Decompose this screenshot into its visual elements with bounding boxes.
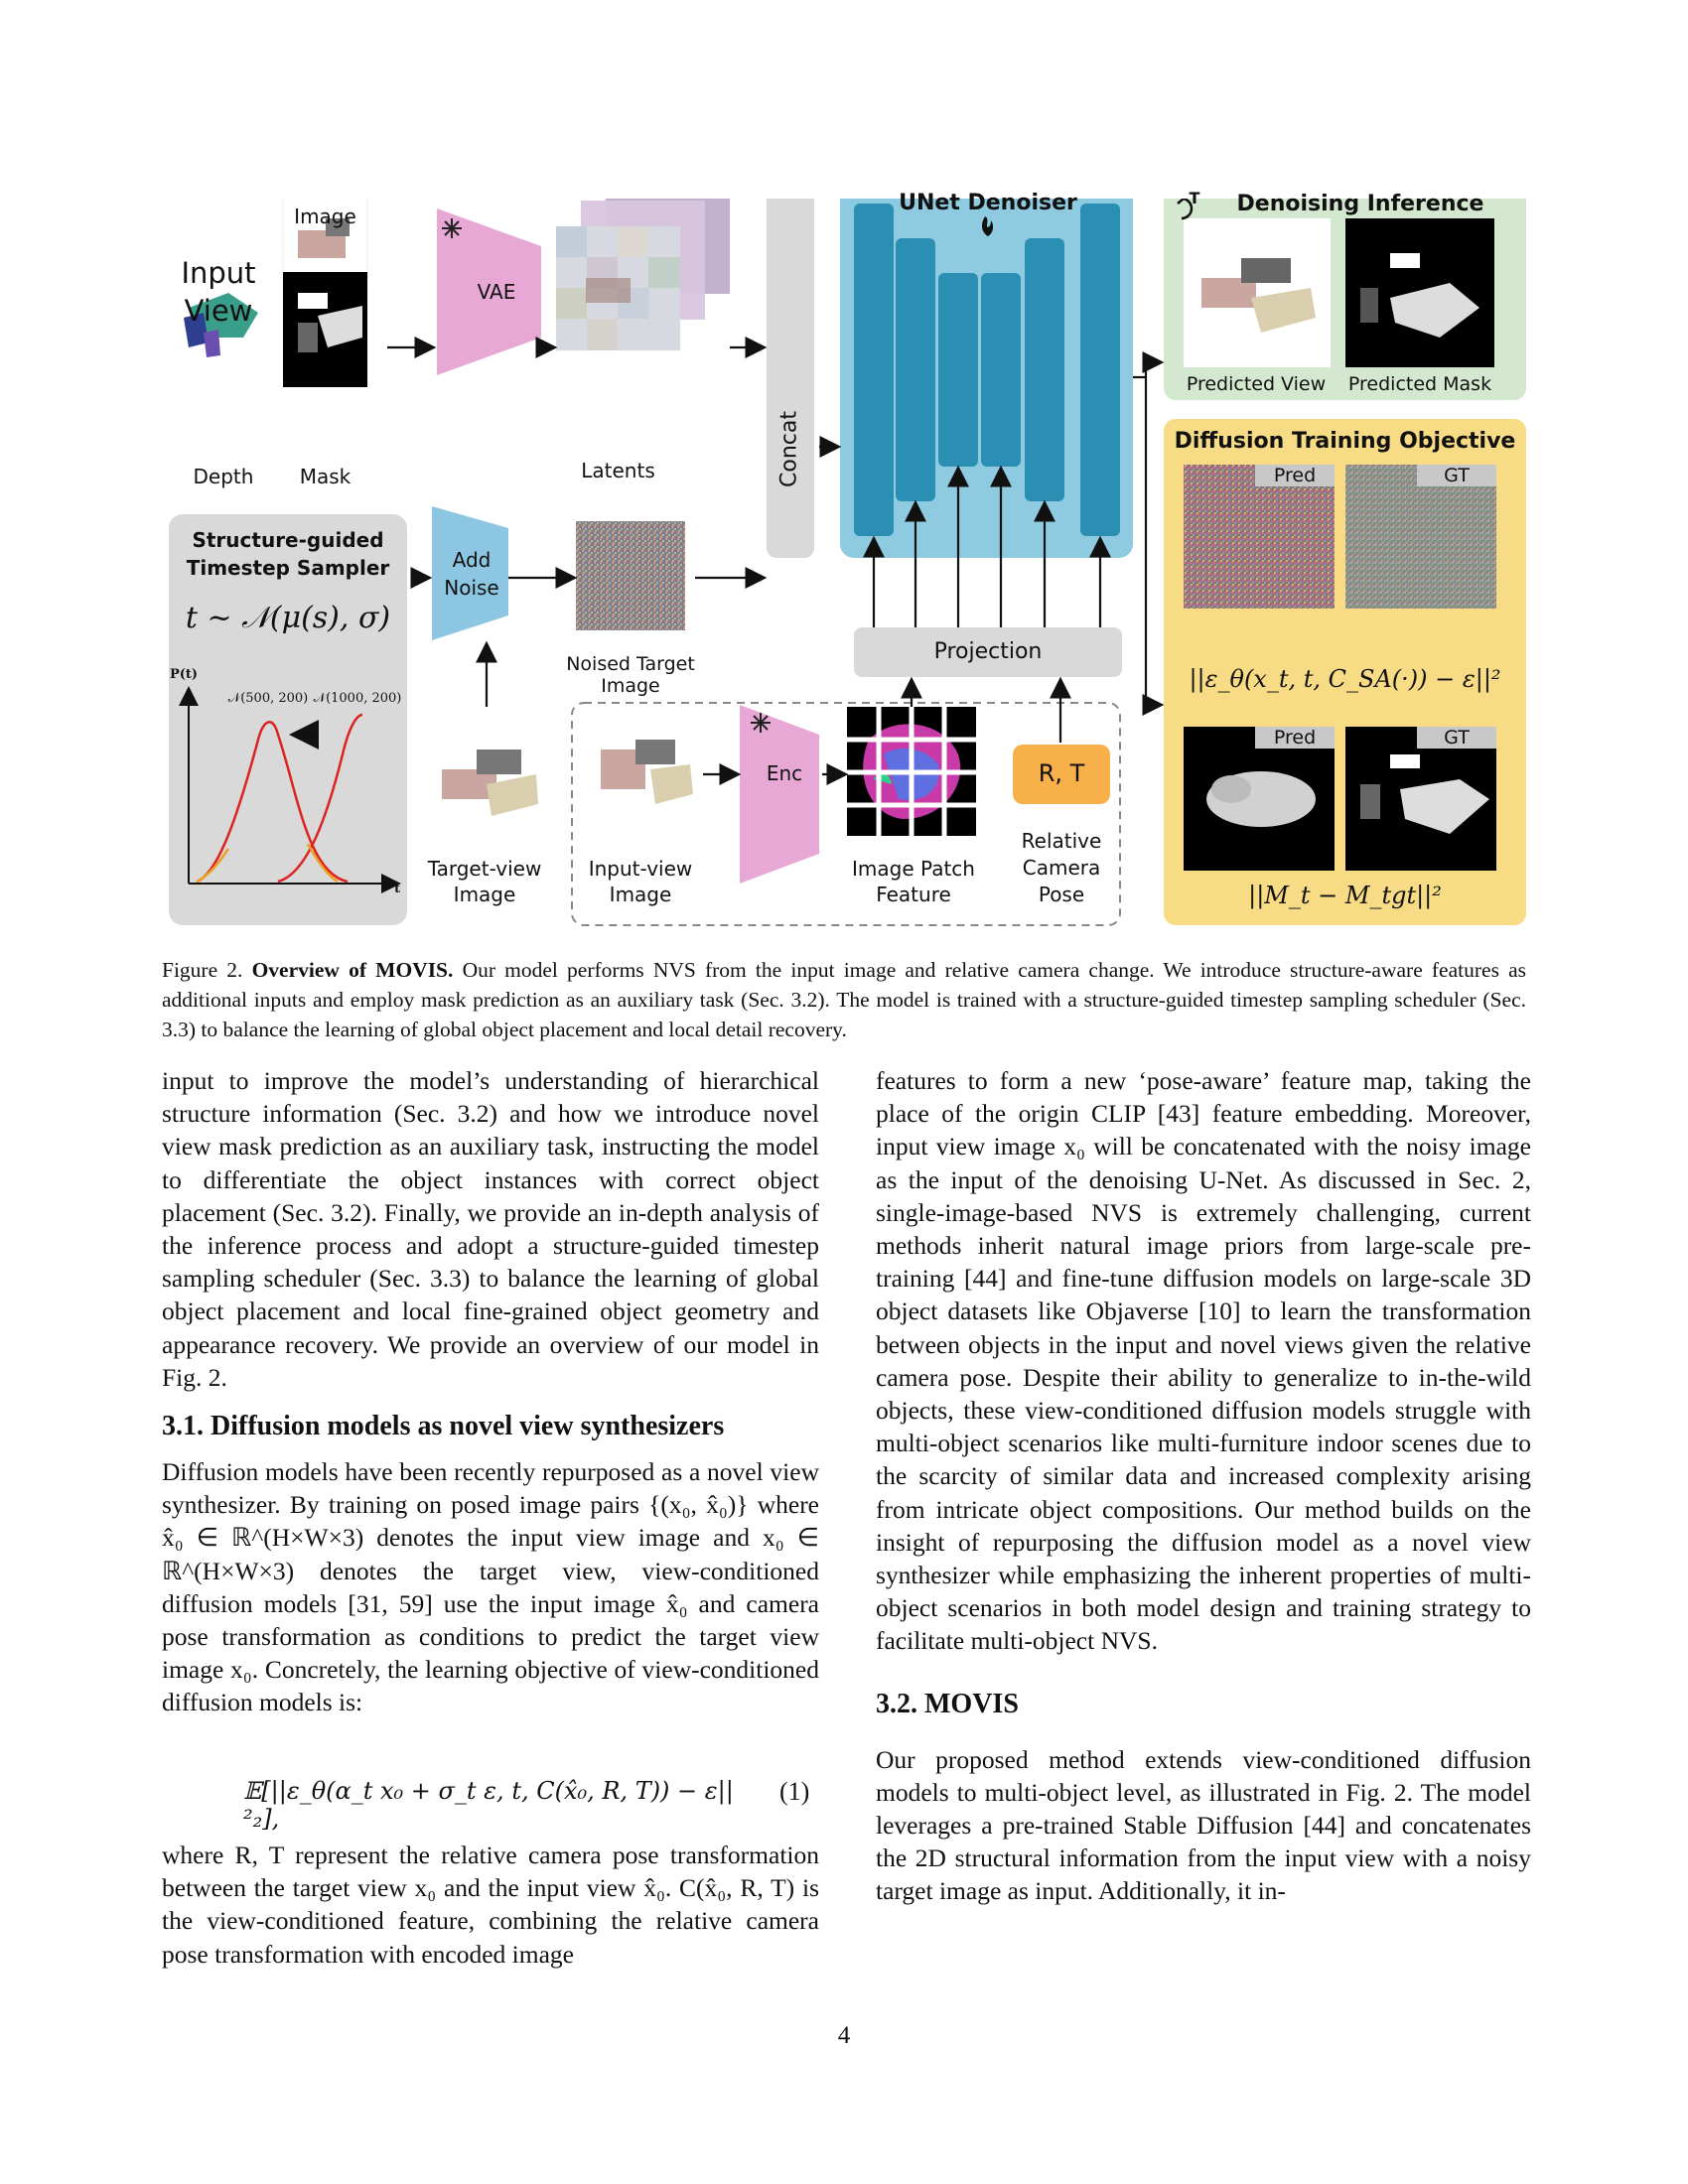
left-paragraph-3: where R, T represent the relative camera…: [162, 1841, 819, 1969]
loss-mask: ||M_t − M_tgt||²: [1248, 882, 1442, 909]
inference-t-label: T: [1189, 189, 1200, 207]
refresh-icon: [1177, 199, 1194, 220]
concat-block: [767, 199, 814, 558]
section-3-2-title: 3.2. MOVIS: [876, 1688, 1019, 1719]
noised-target-label: Noised Target Image: [566, 653, 695, 697]
pred-noise-thumb: [1184, 465, 1335, 609]
training-title: Diffusion Training Objective: [1174, 429, 1516, 454]
encoder-block: [740, 705, 819, 884]
curve2-label: 𝒩(1000, 200): [313, 691, 402, 706]
frozen-snowflake-icon: [751, 713, 771, 733]
sampler-ylabel: P(t): [169, 667, 199, 682]
left-column: input to improve the model’s understandi…: [162, 1064, 819, 1719]
left-paragraph-1: input to improve the model’s understandi…: [162, 1066, 819, 1392]
projection-block: [854, 627, 1122, 677]
target-view-label: Target-view Image: [427, 857, 542, 906]
figure-2: Image Input View Depth Mask VAE Latents …: [159, 189, 1529, 933]
equation-1: 𝔼[||ε_θ(α_t x₀ + σ_t ε, t, C(x̂₀, R, T))…: [243, 1777, 734, 1833]
encoder-label: Enc: [766, 761, 803, 785]
condition-group: [571, 702, 1121, 926]
curve-500: [196, 721, 349, 884]
sampler-xlabel: t: [393, 882, 400, 896]
equation-number: (1): [779, 1777, 810, 1806]
left-paragraph-2: Diffusion models have been recently repu…: [162, 1457, 819, 1717]
unet-layer: [981, 273, 1021, 467]
gt-tag: GT: [1417, 727, 1496, 749]
add-noise-label: Add Noise: [444, 548, 499, 600]
right-paragraph-1: features to form a new ‘pose-aware’ feat…: [876, 1066, 1531, 1656]
unet-layer: [938, 273, 978, 467]
trainable-fire-icon: [981, 216, 994, 236]
vae-label: VAE: [477, 280, 516, 304]
input-view-label: Input-view Image: [588, 857, 693, 906]
curve-1000: [277, 713, 363, 884]
caption-title: Overview of MOVIS.: [251, 958, 454, 982]
right-paragraph-2: Our proposed method extends view-conditi…: [876, 1744, 1531, 1906]
predicted-mask-label: Predicted Mask: [1347, 373, 1492, 395]
rt-label: R, T: [1038, 759, 1085, 787]
curve1-label: 𝒩(500, 200): [227, 691, 309, 706]
gt-tag: GT: [1417, 465, 1496, 486]
unet-layer: [896, 238, 935, 501]
loss-noise: ||ε_θ(x_t, t, C_SA(·)) − ε||²: [1189, 665, 1501, 693]
unet-title: UNet Denoiser: [899, 191, 1077, 215]
concat-label: Concat: [776, 411, 802, 487]
figure-caption: Figure 2. Overview of MOVIS. Our model p…: [162, 955, 1526, 1044]
unet-layer: [854, 204, 894, 536]
caption-text: Our model performs NVS from the input im…: [162, 958, 1527, 1041]
figure-diagram: [164, 199, 1526, 926]
frozen-snowflake-icon: [442, 218, 462, 238]
depth-label: Depth: [193, 465, 254, 488]
input-view-title: Input View: [181, 256, 256, 328]
section-3-1-title: 3.1. Diffusion models as novel view synt…: [162, 1411, 725, 1442]
right-column: features to form a new ‘pose-aware’ feat…: [876, 1064, 1531, 1908]
predicted-view-label: Predicted View: [1186, 373, 1327, 395]
sampler-title: Structure-guided Timestep Sampler: [186, 528, 390, 580]
gt-noise-thumb: [1345, 465, 1496, 609]
patch-feature-grid: [847, 707, 976, 836]
mask-label: Mask: [299, 465, 352, 488]
noised-target-thumb: [576, 521, 685, 630]
relative-pose-label: Relative Camera Pose: [1021, 829, 1102, 906]
image-label: Image: [294, 205, 356, 228]
inference-title: Denoising Inference: [1236, 192, 1484, 216]
page-number: 4: [837, 2022, 851, 2049]
unet-layer: [1080, 204, 1120, 536]
left-column-tail: where R, T represent the relative camera…: [162, 1839, 819, 1971]
patch-feature-label: Image Patch Feature: [852, 857, 975, 906]
projection-label: Projection: [933, 639, 1043, 664]
sampler-formula: t ~ 𝒩(μ(s), σ): [185, 601, 391, 635]
add-noise-block: [432, 506, 508, 640]
vae-block: [437, 208, 541, 375]
pred-tag: Pred: [1255, 727, 1335, 749]
pred-tag: Pred: [1255, 465, 1335, 486]
rt-block: [1013, 745, 1110, 804]
caption-prefix: Figure 2.: [162, 958, 243, 982]
sampler-panel: [169, 514, 407, 925]
unet-layer: [1025, 238, 1064, 501]
latents-label: Latents: [581, 459, 655, 482]
